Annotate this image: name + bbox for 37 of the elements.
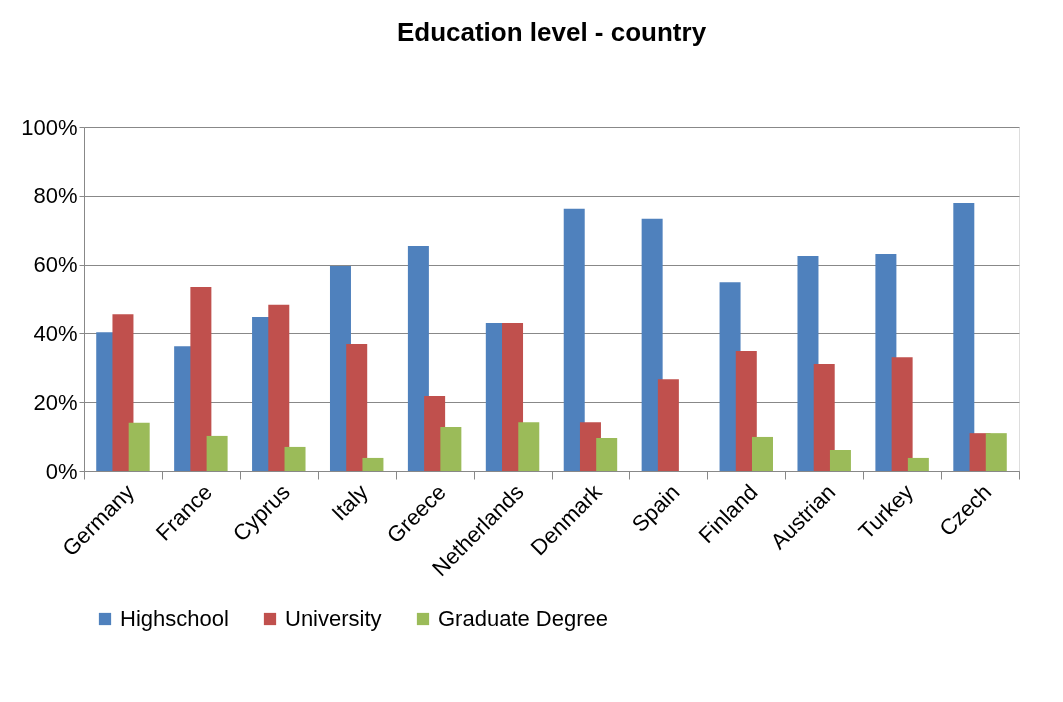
bar — [440, 426, 462, 471]
bar — [206, 435, 228, 471]
y-tick-label: 60% — [33, 252, 78, 278]
bar — [735, 350, 757, 471]
bar — [128, 422, 150, 471]
bar — [112, 314, 134, 471]
bar — [346, 344, 368, 471]
legend-label: University — [285, 606, 382, 631]
bar — [953, 203, 975, 471]
y-tick-label: 40% — [33, 320, 78, 346]
bar — [907, 457, 929, 471]
bar — [407, 246, 429, 471]
bar — [284, 446, 306, 471]
bar — [641, 218, 663, 471]
bar — [190, 286, 212, 471]
bar — [797, 256, 819, 471]
bar — [502, 323, 524, 471]
bar — [657, 379, 679, 471]
y-tick-label: 0% — [45, 458, 78, 484]
x-tick-label: Italy — [326, 479, 373, 526]
bar — [829, 450, 851, 471]
bar — [362, 457, 384, 471]
y-tick-label: 80% — [33, 183, 78, 209]
bar — [268, 304, 290, 471]
bar — [875, 253, 897, 471]
bar — [563, 208, 585, 471]
chart-title: Education level - country — [396, 17, 707, 47]
y-tick-label: 20% — [33, 389, 78, 415]
bar — [813, 364, 835, 471]
bar — [752, 436, 774, 471]
y-tick-label: 100% — [21, 114, 78, 140]
legend-label: Graduate Degree — [438, 606, 608, 631]
bar — [596, 437, 618, 471]
legend-label: Highschool — [120, 606, 229, 631]
bar — [891, 357, 913, 471]
bar — [985, 433, 1007, 471]
bar — [518, 422, 540, 471]
